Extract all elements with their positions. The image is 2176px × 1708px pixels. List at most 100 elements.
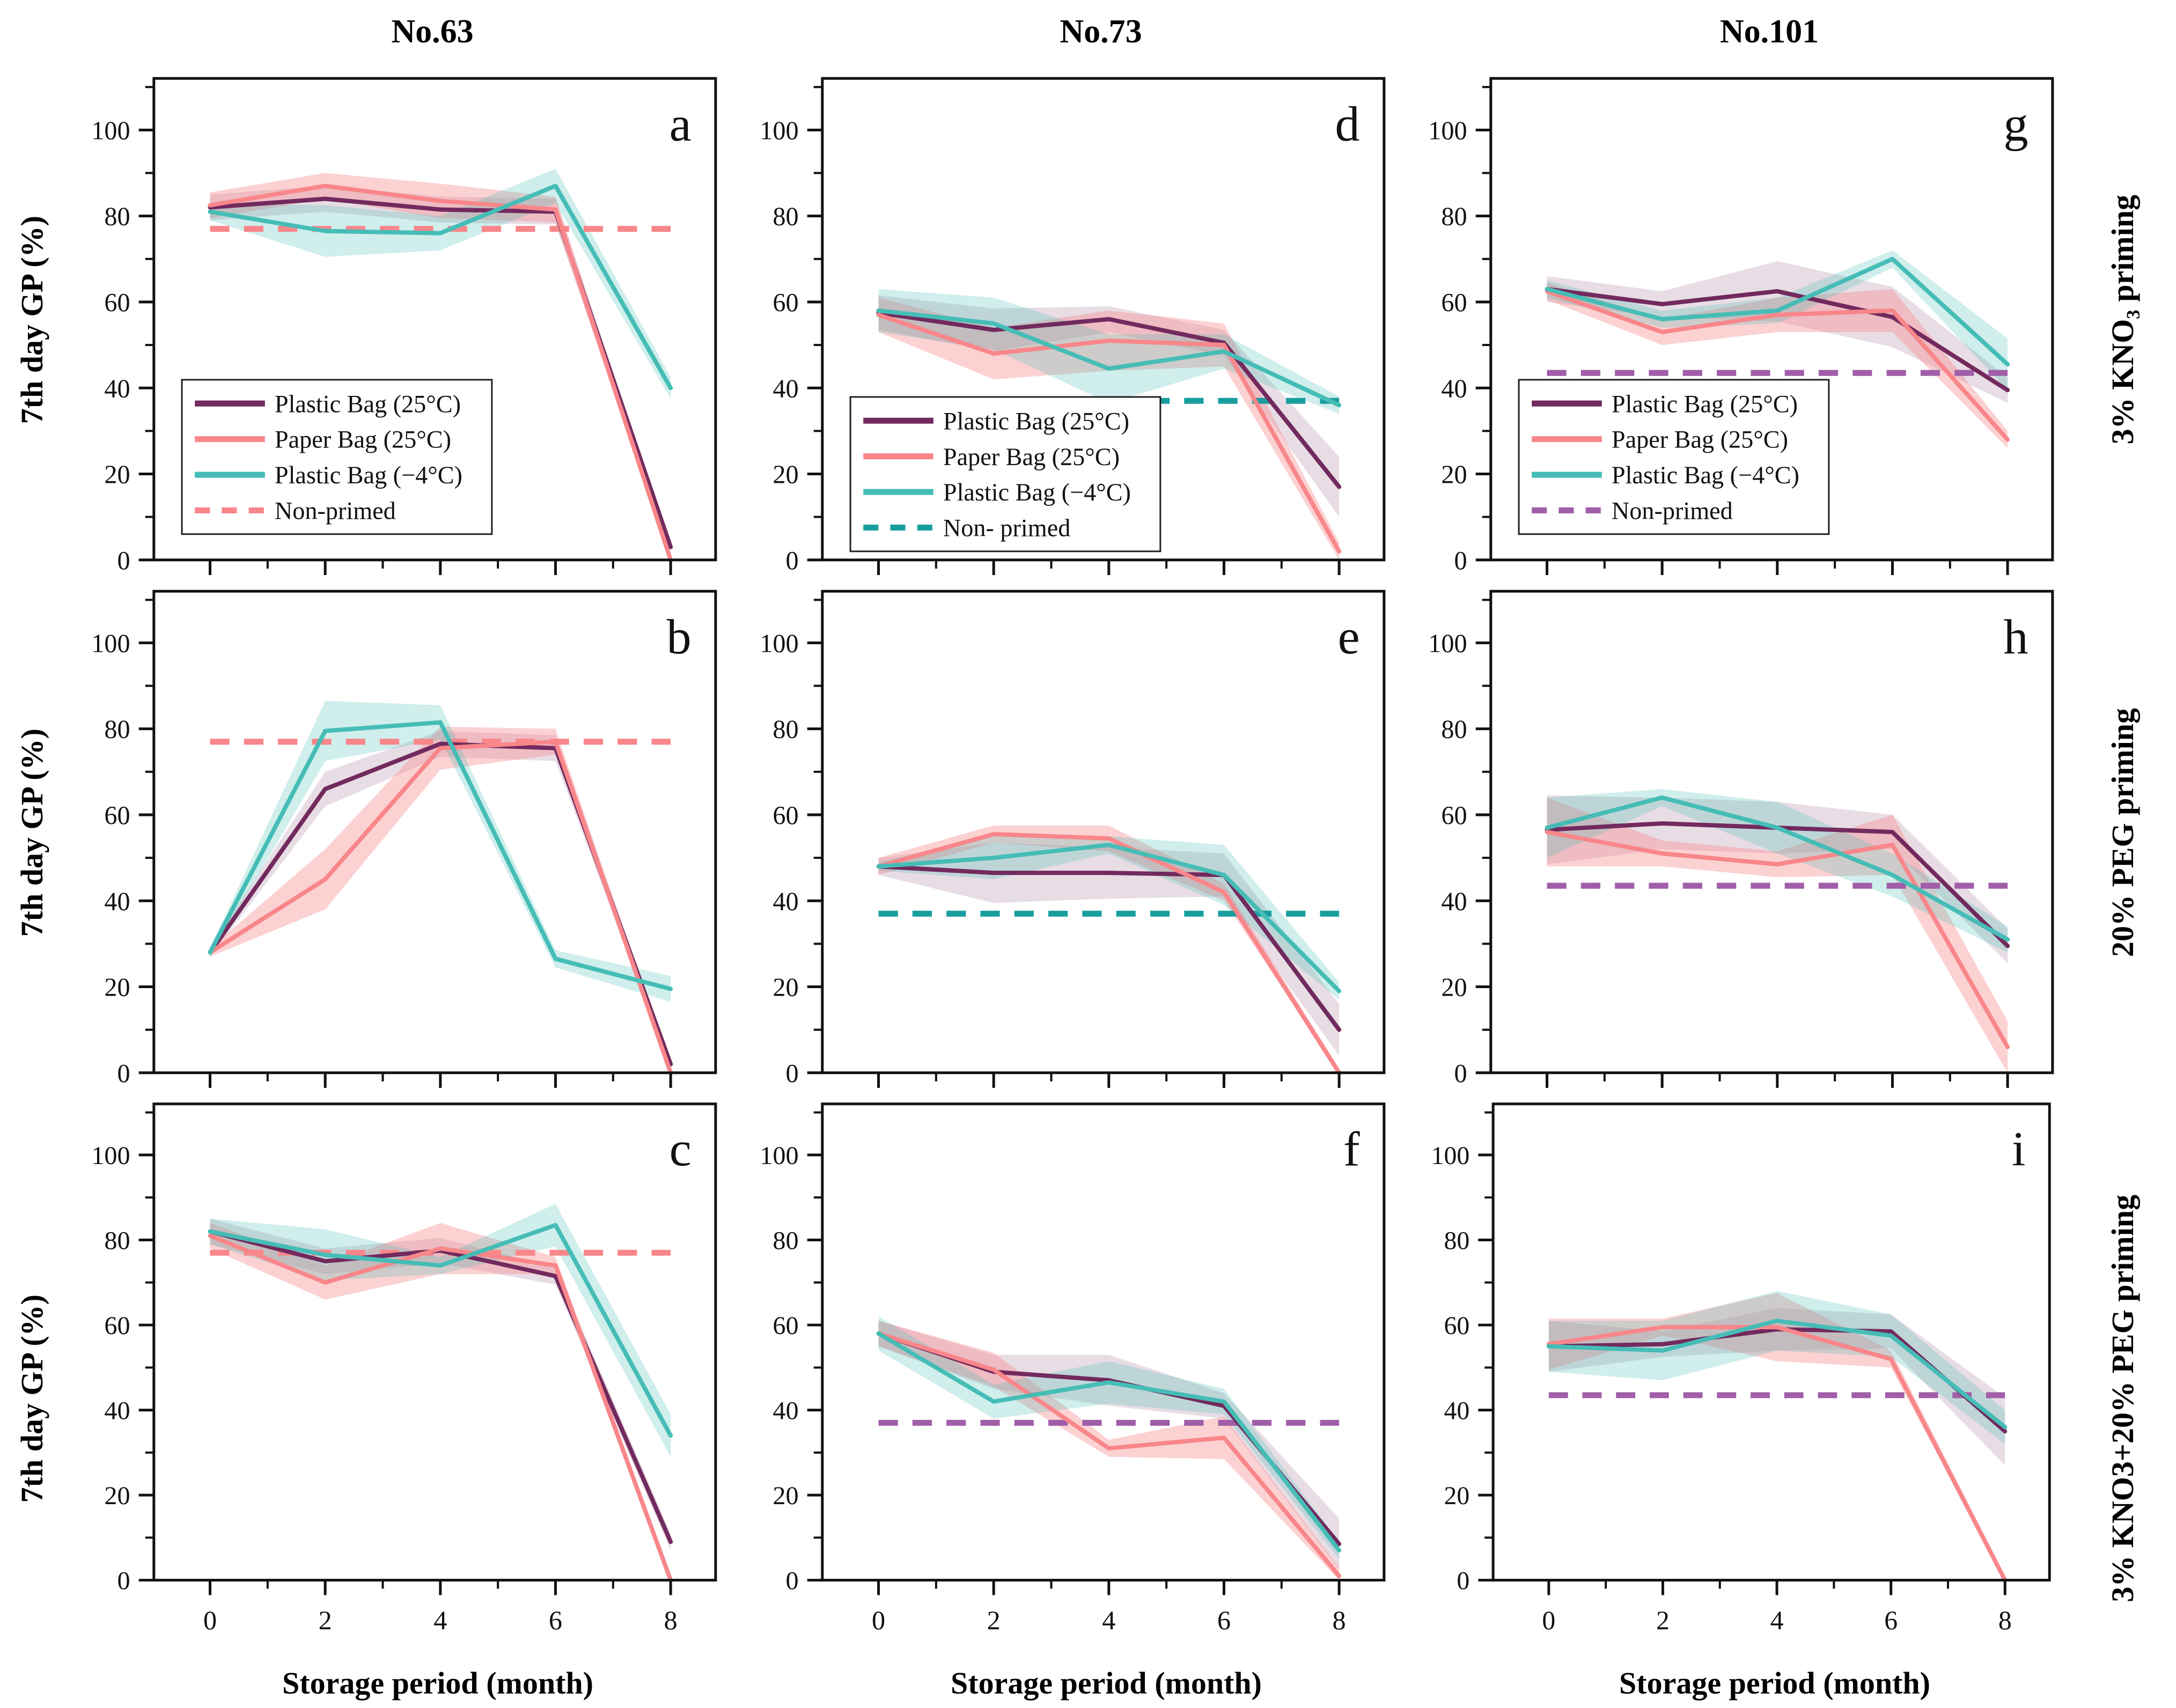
error-band xyxy=(210,726,671,1073)
error-band xyxy=(1547,789,2008,953)
row-label-kno3-peg: 3% KNO3+20% PEG priming xyxy=(2105,1195,2140,1602)
chart-text: d xyxy=(1335,97,1359,152)
x-axis-title-col1: Storage period (month) xyxy=(282,1665,593,1700)
chart-text: 40 xyxy=(773,887,798,916)
error-band xyxy=(210,1204,671,1457)
chart-text: 40 xyxy=(1441,887,1467,916)
error-band xyxy=(1547,282,2008,448)
series-line xyxy=(876,831,1342,1075)
series-line xyxy=(1546,1319,2008,1430)
panel-g: 0 20 40 60 80 100 g Plastic Bag (25°C) Paper Bag… xyxy=(1400,63,2069,576)
plot-border xyxy=(1491,1102,2051,1582)
chart-text: 0 xyxy=(117,1059,130,1088)
y-axis-title-row3: 7th day GP (%) xyxy=(14,1294,49,1503)
chart-text: Non- primed xyxy=(943,515,1070,542)
chart-text: 0 xyxy=(1454,1059,1467,1088)
chart-text: 8 xyxy=(1998,1606,2012,1635)
plot-border xyxy=(1489,77,2054,562)
chart-text: 20 xyxy=(1444,1482,1470,1510)
chart-text: h xyxy=(2003,610,2028,665)
chart-text: 60 xyxy=(104,289,130,317)
panel-i-chart: 0 20 40 60 80 100 0 2 4 6 8 i xyxy=(1431,1102,2051,1635)
series-line xyxy=(1545,289,2010,442)
series-line xyxy=(208,720,673,991)
chart-text: 100 xyxy=(760,629,798,658)
chart-text: c xyxy=(670,1122,692,1176)
y-axis-title-row1: 7th day GP (%) xyxy=(14,215,49,424)
x-axis-title-col3: Storage period (month) xyxy=(1619,1665,1930,1700)
error-band xyxy=(210,1223,671,1580)
error-band xyxy=(1548,1293,2005,1580)
series-line xyxy=(208,739,673,1075)
chart-text: 0 xyxy=(872,1605,885,1635)
series-line xyxy=(876,864,1342,1032)
x-axis-title-col2: Storage period (month) xyxy=(951,1665,1262,1700)
chart-text: 0 xyxy=(1457,1567,1469,1595)
chart-text: 60 xyxy=(1441,801,1467,830)
chart-text: 100 xyxy=(1428,116,1467,145)
series-line xyxy=(876,843,1342,993)
error-band xyxy=(878,1316,1340,1559)
chart-text: 40 xyxy=(773,1397,798,1425)
error-band xyxy=(1547,797,2008,1073)
chart-text: 80 xyxy=(773,203,798,231)
chart-text: 60 xyxy=(1441,289,1467,317)
panel-h: 0 20 40 60 80 100 h xyxy=(1400,576,2069,1089)
chart-text: 80 xyxy=(104,1227,130,1255)
column-title-no73: No.73 xyxy=(1060,13,1142,50)
chart-text: 100 xyxy=(91,1142,130,1170)
series-line xyxy=(876,1331,1342,1578)
chart-text: 60 xyxy=(1444,1312,1470,1340)
chart-text: 0 xyxy=(117,1567,130,1595)
panel-a: 0 20 40 60 80 100 a Plastic Bag (25°C) Paper Bag… xyxy=(63,63,732,576)
chart-text: 100 xyxy=(1431,1142,1470,1170)
chart-text: 40 xyxy=(1441,374,1467,403)
series-line xyxy=(208,1223,673,1438)
panel-e-chart: 0 20 40 60 80 100 e xyxy=(760,590,1386,1088)
chart-text: Plastic Bag (−4°C) xyxy=(1612,462,1799,489)
top-right-spacer xyxy=(2069,0,2176,63)
series-line xyxy=(876,308,1342,408)
chart-text: 20 xyxy=(773,1482,798,1510)
chart-text: 0 xyxy=(117,547,130,575)
chart-text: 100 xyxy=(760,116,798,145)
chart-text: Paper Bag (25°C) xyxy=(943,444,1120,471)
plot-border xyxy=(821,590,1386,1074)
chart-text: 0 xyxy=(785,1567,798,1595)
chart-text: 4 xyxy=(1770,1606,1784,1635)
error-band xyxy=(878,1321,1340,1570)
y-axis-title-row2: 7th day GP (%) xyxy=(14,728,49,937)
chart-text: 40 xyxy=(104,374,130,403)
chart-text: 100 xyxy=(760,1142,798,1170)
series-line xyxy=(876,1331,1342,1553)
series-line xyxy=(1546,1325,2008,1582)
chart-text: 2 xyxy=(987,1605,1001,1635)
series-line xyxy=(208,1233,673,1582)
chart-text: Non-primed xyxy=(1612,498,1733,525)
chart-text: 20 xyxy=(1441,974,1467,1002)
chart-text: 80 xyxy=(104,716,130,744)
chart-text: g xyxy=(2003,97,2028,152)
chart-text: 80 xyxy=(773,1227,798,1255)
chart-text: 100 xyxy=(91,629,130,658)
panel-a-chart: 0 20 40 60 80 100 a Plastic Bag (25°C) Paper Bag… xyxy=(91,77,717,575)
row-label-kno3: 3% KNO₃ priming xyxy=(2105,195,2140,445)
chart-text: 20 xyxy=(773,461,798,489)
panel-g-chart: 0 20 40 60 80 100 g Plastic Bag (25°C) Paper Bag… xyxy=(1428,77,2054,575)
chart-text: 60 xyxy=(104,801,130,830)
chart-text: 40 xyxy=(104,1397,130,1425)
chart-text: 4 xyxy=(1102,1605,1115,1635)
error-band xyxy=(878,289,1340,414)
plot-border xyxy=(152,1102,717,1582)
error-band xyxy=(1547,250,2008,391)
panel-e: 0 20 40 60 80 100 e xyxy=(732,576,1400,1089)
chart-text: 0 xyxy=(785,547,798,575)
series-line xyxy=(1545,286,2010,393)
corner-spacer xyxy=(0,0,63,63)
chart-text: Plastic Bag (−4°C) xyxy=(943,479,1131,506)
chart-text: 60 xyxy=(773,1312,798,1340)
chart-text: 20 xyxy=(1441,461,1467,489)
chart-text: 6 xyxy=(1884,1606,1898,1635)
chart-text: 4 xyxy=(433,1605,447,1635)
